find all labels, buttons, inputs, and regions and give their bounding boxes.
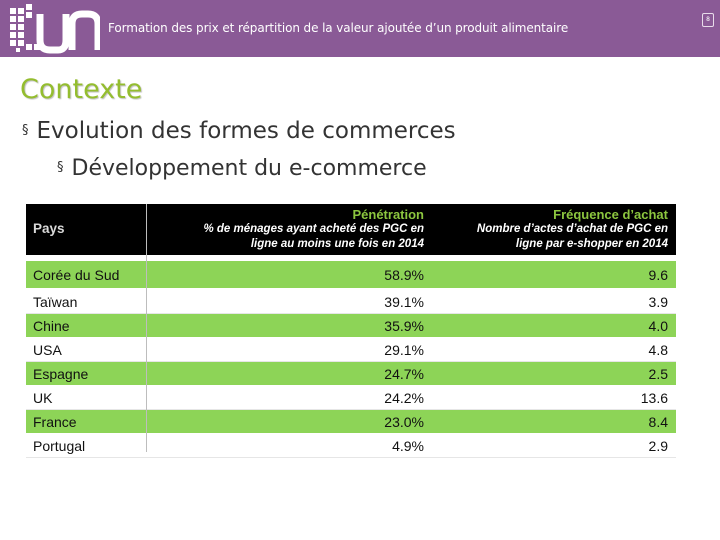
bullet-level-2-text: Développement du e-commerce [71, 156, 427, 181]
cell-penetration: 58.9% [384, 267, 424, 283]
cell-penetration: 39.1% [384, 294, 424, 310]
header-frequency-title: Fréquence d’achat [553, 207, 668, 222]
table-row: USA 29.1% 4.8 [26, 338, 676, 362]
header-penetration-line1: % de ménages ayant acheté des PGC en [203, 223, 424, 235]
bullet-level-2: § Développement du e-commerce [57, 156, 427, 181]
cell-country: Portugal [33, 438, 86, 454]
cell-country: Espagne [33, 366, 89, 382]
cell-frequency: 13.6 [640, 390, 668, 406]
cell-penetration: 29.1% [384, 342, 424, 358]
table-row: UK 24.2% 13.6 [26, 386, 676, 410]
header-frequency-subtitle: Nombre d’actes d’achat de PGC en ligne p… [428, 222, 668, 252]
cell-frequency: 2.5 [648, 366, 668, 382]
un-logo-icon [10, 4, 100, 54]
cell-frequency: 9.6 [648, 267, 668, 283]
table-header: Pays Pénétration % de ménages ayant ache… [26, 204, 676, 255]
cell-penetration: 35.9% [384, 318, 424, 334]
table-row: Corée du Sud 58.9% 9.6 [26, 261, 676, 290]
table-row: Portugal 4.9% 2.9 [26, 434, 676, 458]
ecommerce-table: Pays Pénétration % de ménages ayant ache… [26, 204, 676, 458]
section-title: Contexte [20, 74, 143, 105]
cell-country: USA [33, 342, 62, 358]
cell-penetration: 23.0% [384, 414, 424, 430]
cell-penetration: 4.9% [392, 438, 424, 454]
cell-frequency: 2.9 [648, 438, 668, 454]
cell-country: UK [33, 390, 53, 406]
cell-penetration: 24.2% [384, 390, 424, 406]
cell-frequency: 3.9 [648, 294, 668, 310]
header-penetration-title: Pénétration [352, 207, 424, 222]
header-penetration-line2: ligne au moins une fois en 2014 [250, 238, 424, 250]
cell-country: France [33, 414, 77, 430]
cell-penetration: 24.7% [384, 366, 424, 382]
bullet-marker: § [57, 160, 64, 175]
table-row: France 23.0% 8.4 [26, 410, 676, 434]
slide-number: 8 [702, 13, 714, 27]
bullet-level-1-text: Evolution des formes de commerces [36, 118, 456, 144]
header-frequency-line2: ligne par e-shopper en 2014 [515, 238, 668, 250]
cell-country: Taïwan [33, 294, 78, 310]
slide-header: Formation des prix et répartition de la … [0, 0, 720, 57]
table-row: Taïwan 39.1% 3.9 [26, 290, 676, 314]
cell-country: Corée du Sud [33, 267, 120, 283]
header-country: Pays [33, 221, 65, 236]
bullet-level-1: § Evolution des formes de commerces [22, 118, 456, 144]
header-frequency-line1: Nombre d’actes d’achat de PGC en [476, 223, 668, 235]
bullet-marker: § [22, 123, 29, 138]
header-title: Formation des prix et répartition de la … [108, 21, 569, 35]
table-spacer [26, 255, 676, 261]
cell-frequency: 4.0 [648, 318, 668, 334]
header-penetration-subtitle: % de ménages ayant acheté des PGC en lig… [144, 222, 424, 252]
table-row: Chine 35.9% 4.0 [26, 314, 676, 338]
cell-frequency: 8.4 [648, 414, 668, 430]
cell-country: Chine [33, 318, 70, 334]
cell-frequency: 4.8 [648, 342, 668, 358]
table-row: Espagne 24.7% 2.5 [26, 362, 676, 386]
